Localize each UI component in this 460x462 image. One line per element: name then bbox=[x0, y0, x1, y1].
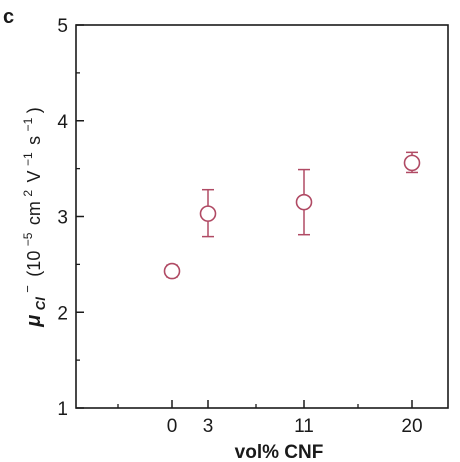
data-point-marker bbox=[403, 154, 421, 172]
y-tick-label: 3 bbox=[57, 208, 68, 229]
data-point-marker bbox=[199, 205, 217, 222]
plot-area-frame bbox=[75, 24, 449, 409]
data-series bbox=[163, 151, 421, 280]
y-axis-title-exp-1: −5 bbox=[21, 232, 35, 246]
y-axis-title-unit-close: ) bbox=[24, 107, 44, 113]
y-axis-title-symbol: μ bbox=[23, 315, 45, 328]
y-axis-title-unit-open: (10 bbox=[24, 251, 44, 277]
data-point-marker bbox=[163, 262, 181, 280]
y-axis-title-exp-3: −1 bbox=[21, 152, 35, 166]
y-axis-title-unit-s: s bbox=[24, 136, 44, 145]
y-axis-title-unit-cm: cm bbox=[24, 201, 44, 225]
x-tick-label: 20 bbox=[401, 416, 422, 437]
y-tick-label: 1 bbox=[57, 399, 68, 420]
y-tick-label: 4 bbox=[57, 112, 68, 133]
x-tick-label: 11 bbox=[294, 416, 314, 437]
y-tick-label: 2 bbox=[57, 303, 68, 324]
panel-label: c bbox=[3, 6, 14, 28]
y-axis-title-exp-4: −1 bbox=[21, 117, 35, 131]
y-axis-title: μ Cl − (10 −5 cm 2 V −1 s −1 ) bbox=[19, 107, 49, 327]
y-tick-label: 5 bbox=[57, 16, 68, 37]
data-point-marker bbox=[295, 193, 313, 211]
y-axis: 1 2 3 4 5 bbox=[57, 16, 84, 420]
x-axis-title: vol% CNF bbox=[235, 442, 324, 462]
y-axis-title-exp-2: 2 bbox=[21, 190, 35, 197]
x-axis: 0 3 11 20 bbox=[117, 400, 423, 437]
y-axis-title-charge: − bbox=[20, 285, 35, 293]
x-tick-label: 0 bbox=[167, 416, 178, 437]
x-tick-label: 3 bbox=[203, 416, 214, 437]
y-axis-title-subscript: Cl bbox=[33, 297, 48, 310]
y-axis-title-unit-v: V bbox=[24, 170, 44, 182]
